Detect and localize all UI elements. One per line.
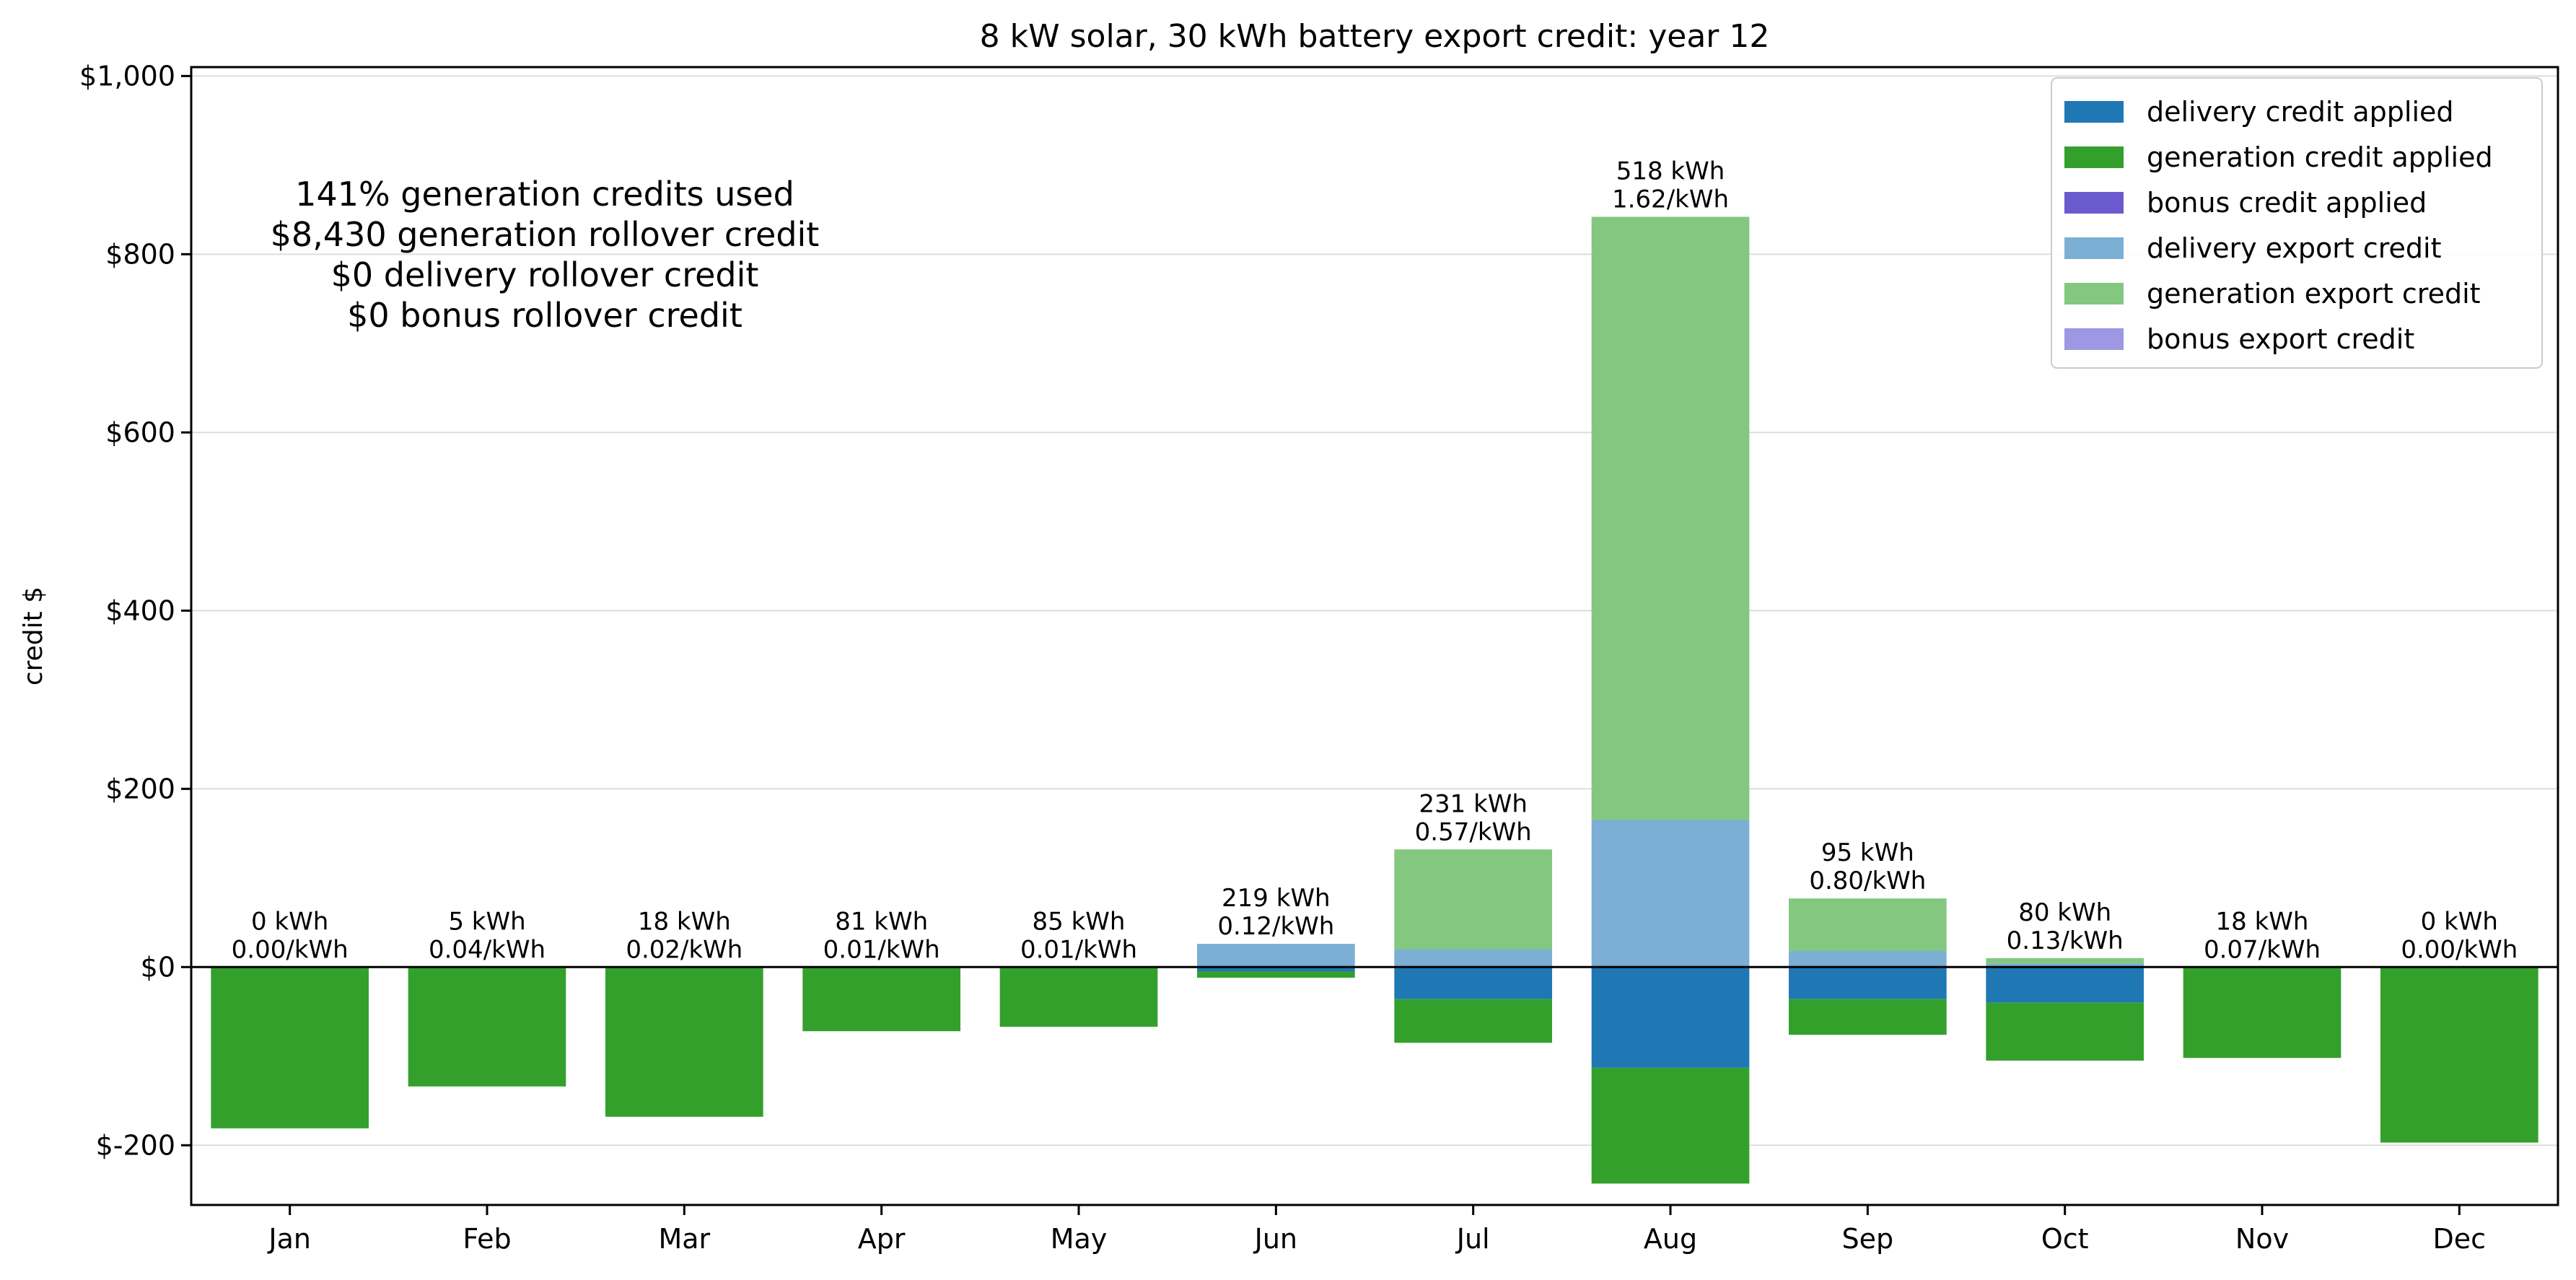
bar-segment [2380,967,2538,1143]
legend-swatch [2064,146,2124,168]
bar-label-kwh: 18 kWh [638,907,731,936]
x-tick-label: Jul [1455,1223,1490,1255]
bar-segment [1986,963,2144,968]
bar-label-rate: 0.12/kWh [1217,912,1334,941]
bar-label-kwh: 80 kWh [2018,898,2111,927]
x-tick-label: Dec [2433,1223,2487,1255]
bar-label-kwh: 0 kWh [2421,907,2498,936]
y-tick-label: $600 [105,416,175,448]
bar-segment [1394,999,1552,1043]
summary-annotation: 141% generation credits used$8,430 gener… [271,175,820,335]
chart-title: 8 kW solar, 30 kWh battery export credit… [980,18,1770,55]
legend-box [2051,77,2543,369]
bar-segment [1789,898,1947,952]
y-tick-label: $800 [105,238,175,270]
summary-line: $0 delivery rollover credit [331,255,759,294]
bar-label-rate: 0.04/kWh [429,935,546,964]
legend-swatch [2064,328,2124,350]
bar-segment [1789,967,1947,999]
y-tick-label: $1,000 [79,60,175,92]
bar-segment [1394,849,1552,950]
x-tick-label: Mar [658,1223,710,1255]
bar-segment [1789,999,1947,1035]
bar-segment [1986,957,2144,964]
bar-label-rate: 0.00/kWh [232,935,349,964]
bar-segment [2183,967,2341,1058]
bar-segment [1789,951,1947,968]
legend-entry: delivery credit applied [2147,96,2454,128]
legend-swatch [2064,283,2124,304]
bar-label-kwh: 85 kWh [1033,907,1126,936]
legend-entry: bonus credit applied [2147,187,2427,219]
bar-segment [1197,971,1355,978]
bar-segment [1591,1067,1750,1184]
summary-line: $0 bonus rollover credit [347,296,742,335]
plot-frame [190,66,2559,1206]
bar-label-kwh: 518 kWh [1616,157,1725,185]
bar-segment [605,967,763,1117]
bar-segment [1197,944,1355,968]
bar-label-rate: 0.80/kWh [1809,867,1926,895]
summary-line: 141% generation credits used [295,175,794,214]
bar-segment [1986,1002,2144,1061]
bar-segment [1591,216,1750,820]
y-tick-label: $200 [105,773,175,805]
bar-label-rate: 1.62/kWh [1612,185,1729,214]
bar-segment [1986,967,2144,1003]
bar-segment [999,967,1158,1027]
bar-segment [408,967,566,1087]
bar-segment [1394,949,1552,968]
bar-label-rate: 0.01/kWh [1020,935,1137,964]
y-tick-label: $0 [141,951,175,983]
bar-label-kwh: 18 kWh [2216,907,2309,936]
x-tick-label: Jun [1253,1223,1297,1255]
y-tick-label: $-200 [96,1129,175,1161]
x-tick-label: Apr [858,1223,906,1255]
legend-swatch [2064,237,2124,259]
x-tick-label: May [1051,1223,1108,1255]
bar-label-kwh: 5 kWh [448,907,525,936]
x-tick-label: Aug [1644,1223,1697,1255]
legend-entry: bonus export credit [2147,323,2414,355]
bar-segment [1591,967,1750,1068]
bar-label-rate: 0.01/kWh [823,935,940,964]
summary-line: $8,430 generation rollover credit [271,215,820,254]
legend-entry: generation export credit [2147,278,2481,310]
bar-label-kwh: 81 kWh [835,907,928,936]
x-tick-label: Feb [463,1223,511,1255]
x-tick-label: Jan [267,1223,311,1255]
x-tick-label: Nov [2235,1223,2289,1255]
x-tick-label: Oct [2041,1223,2089,1255]
bar-segment [1591,820,1750,968]
bar-label-kwh: 95 kWh [1821,838,1914,867]
bar-segment [1197,967,1355,972]
bar-segment [211,967,369,1128]
legend-entry: delivery export credit [2147,232,2441,264]
x-tick-label: Sep [1842,1223,1894,1255]
bar-label-rate: 0.07/kWh [2204,935,2321,964]
bar-label-rate: 0.13/kWh [2007,926,2124,955]
bar-label-rate: 0.57/kWh [1415,817,1532,846]
bar-label-rate: 0.02/kWh [626,935,742,964]
bar-segment [802,967,960,1032]
bar-segment [1394,967,1552,999]
legend-entry: generation credit applied [2147,141,2493,173]
bar-label-kwh: 219 kWh [1222,884,1331,913]
legend-swatch [2064,101,2124,123]
legend: delivery credit applied generation credit… [2051,77,2543,369]
y-axis-label: credit $ [19,587,48,685]
y-tick-label: $400 [105,595,175,626]
legend-swatch [2064,192,2124,214]
bar-label-rate: 0.00/kWh [2401,935,2518,964]
bar-label-kwh: 231 kWh [1419,789,1528,818]
bar-label-kwh: 0 kWh [251,907,328,936]
